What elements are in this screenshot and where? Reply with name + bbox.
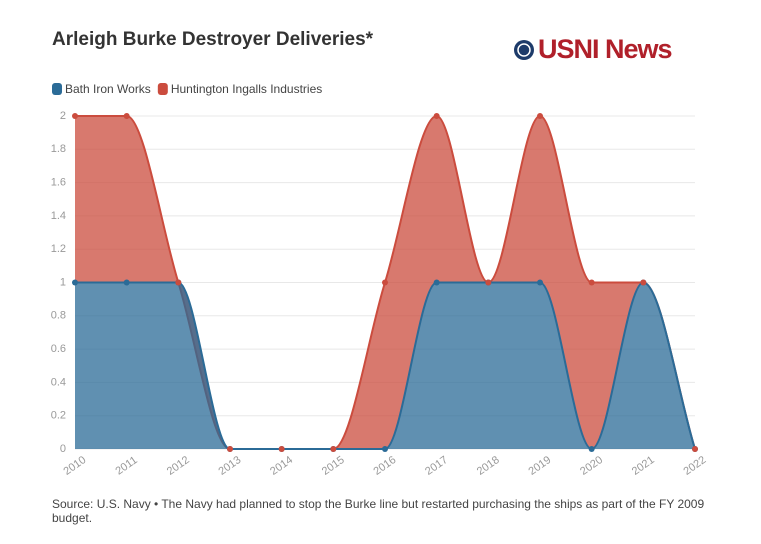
point — [433, 279, 440, 286]
x-tick-label: 2018 — [475, 454, 502, 478]
y-tick-label: 2 — [60, 110, 66, 122]
point — [537, 279, 543, 286]
x-tick-label: 2016 — [371, 454, 398, 478]
y-tick-label: 1 — [60, 276, 66, 288]
point — [382, 446, 388, 452]
area — [75, 282, 695, 449]
y-tick-label: 0.4 — [51, 376, 66, 388]
point — [588, 446, 595, 452]
line — [74, 281, 696, 451]
point — [175, 279, 182, 286]
logo-seal-ring — [517, 43, 531, 57]
x-tick-label: 2020 — [578, 454, 605, 478]
x-tick-label: 2011 — [113, 454, 139, 477]
point — [72, 113, 78, 119]
legend-swatch — [157, 83, 168, 95]
x-tick-label: 2013 — [216, 454, 243, 478]
x-tick-label: 2017 — [423, 454, 450, 478]
point — [433, 113, 440, 119]
x-tick-label: 2019 — [526, 454, 553, 478]
point — [692, 446, 698, 452]
y-tick-label: 0.8 — [51, 310, 66, 322]
point — [640, 279, 647, 286]
logo-seal — [514, 40, 534, 60]
point — [72, 279, 78, 286]
x-tick-label: 2014 — [268, 454, 295, 478]
y-tick-label: 1.4 — [51, 210, 66, 222]
legend-label: Bath Iron Works — [65, 82, 151, 96]
y-tick-label: 0 — [60, 443, 66, 455]
x-tick-label: 2012 — [165, 454, 192, 478]
chart-title: Arleigh Burke Destroyer Deliveries* — [52, 29, 374, 50]
legend-label: Huntington Ingalls Industries — [171, 82, 322, 96]
y-tick-label: 1.2 — [51, 243, 66, 255]
legend-swatch — [52, 83, 62, 95]
source-box: Source: U.S. Navy • The Navy had planned… — [52, 497, 705, 525]
y-tick-label: 0.6 — [51, 343, 66, 355]
point — [537, 113, 543, 119]
x-tick-label: 2021 — [630, 454, 657, 478]
point — [123, 279, 130, 286]
logo: USNI News — [538, 34, 672, 64]
x-tick-label: 2010 — [61, 454, 88, 478]
point — [227, 446, 233, 452]
source-note: Source: U.S. Navy • The Navy had planned… — [52, 497, 705, 525]
y-tick-label: 1.8 — [51, 143, 66, 155]
point — [485, 279, 492, 286]
point — [588, 279, 595, 286]
point — [278, 446, 285, 452]
x-tick-label: 2015 — [320, 454, 347, 478]
x-tick-label: 2022 — [681, 454, 708, 478]
y-tick-label: 0.2 — [51, 410, 66, 422]
point — [330, 446, 337, 452]
y-tick-label: 1.6 — [51, 177, 66, 189]
point — [382, 279, 388, 286]
point — [123, 113, 130, 119]
